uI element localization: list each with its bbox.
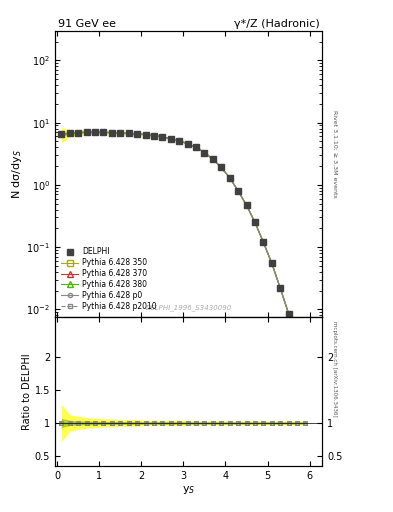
Text: DELPHI_1996_S3430090: DELPHI_1996_S3430090 xyxy=(145,305,232,311)
Text: γ*/Z (Hadronic): γ*/Z (Hadronic) xyxy=(234,19,320,29)
Legend: DELPHI, Pythia 6.428 350, Pythia 6.428 370, Pythia 6.428 380, Pythia 6.428 p0, P: DELPHI, Pythia 6.428 350, Pythia 6.428 3… xyxy=(59,245,159,313)
Text: mcplots.cern.ch [arXiv:1306.3436]: mcplots.cern.ch [arXiv:1306.3436] xyxy=(332,321,337,416)
Y-axis label: N dσ/dy$_S$: N dσ/dy$_S$ xyxy=(9,149,24,199)
Text: 91 GeV ee: 91 GeV ee xyxy=(58,19,116,29)
X-axis label: y$_S$: y$_S$ xyxy=(182,483,195,496)
Y-axis label: Ratio to DELPHI: Ratio to DELPHI xyxy=(22,353,32,430)
Text: Rivet 3.1.10; ≥ 3.3M events: Rivet 3.1.10; ≥ 3.3M events xyxy=(332,110,337,198)
